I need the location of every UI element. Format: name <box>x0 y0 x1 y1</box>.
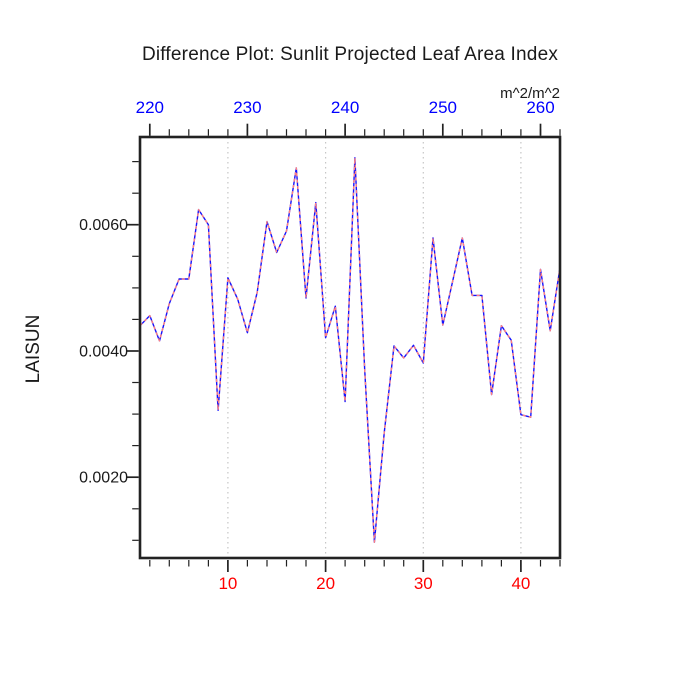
top-axis-tick-label: 260 <box>526 98 554 117</box>
bottom-axis-tick-label: 40 <box>511 574 530 593</box>
bottom-axis-tick-label: 20 <box>316 574 335 593</box>
top-axis-tick-label: 250 <box>429 98 457 117</box>
series-reference-line <box>139 157 561 543</box>
chart-title: Difference Plot: Sunlit Projected Leaf A… <box>141 44 559 65</box>
top-axis-tick-label: 240 <box>331 98 359 117</box>
left-axis-tick-label: 0.0060 <box>79 217 128 234</box>
top-axis-tick-label: 230 <box>233 98 261 117</box>
plot-frame <box>138 135 562 560</box>
top-axis-tick-label: 220 <box>136 98 164 117</box>
series-case-line <box>139 157 561 543</box>
left-axis-tick-label: 0.0020 <box>79 470 128 487</box>
y-axis-title: LAISUN <box>23 314 44 384</box>
bottom-axis-tick-label: 30 <box>414 574 433 593</box>
top-axis-unit-label: m^2/m^2 <box>500 85 560 102</box>
bottom-axis-tick-label: 10 <box>218 574 237 593</box>
left-axis-tick-label: 0.0040 <box>79 344 128 361</box>
